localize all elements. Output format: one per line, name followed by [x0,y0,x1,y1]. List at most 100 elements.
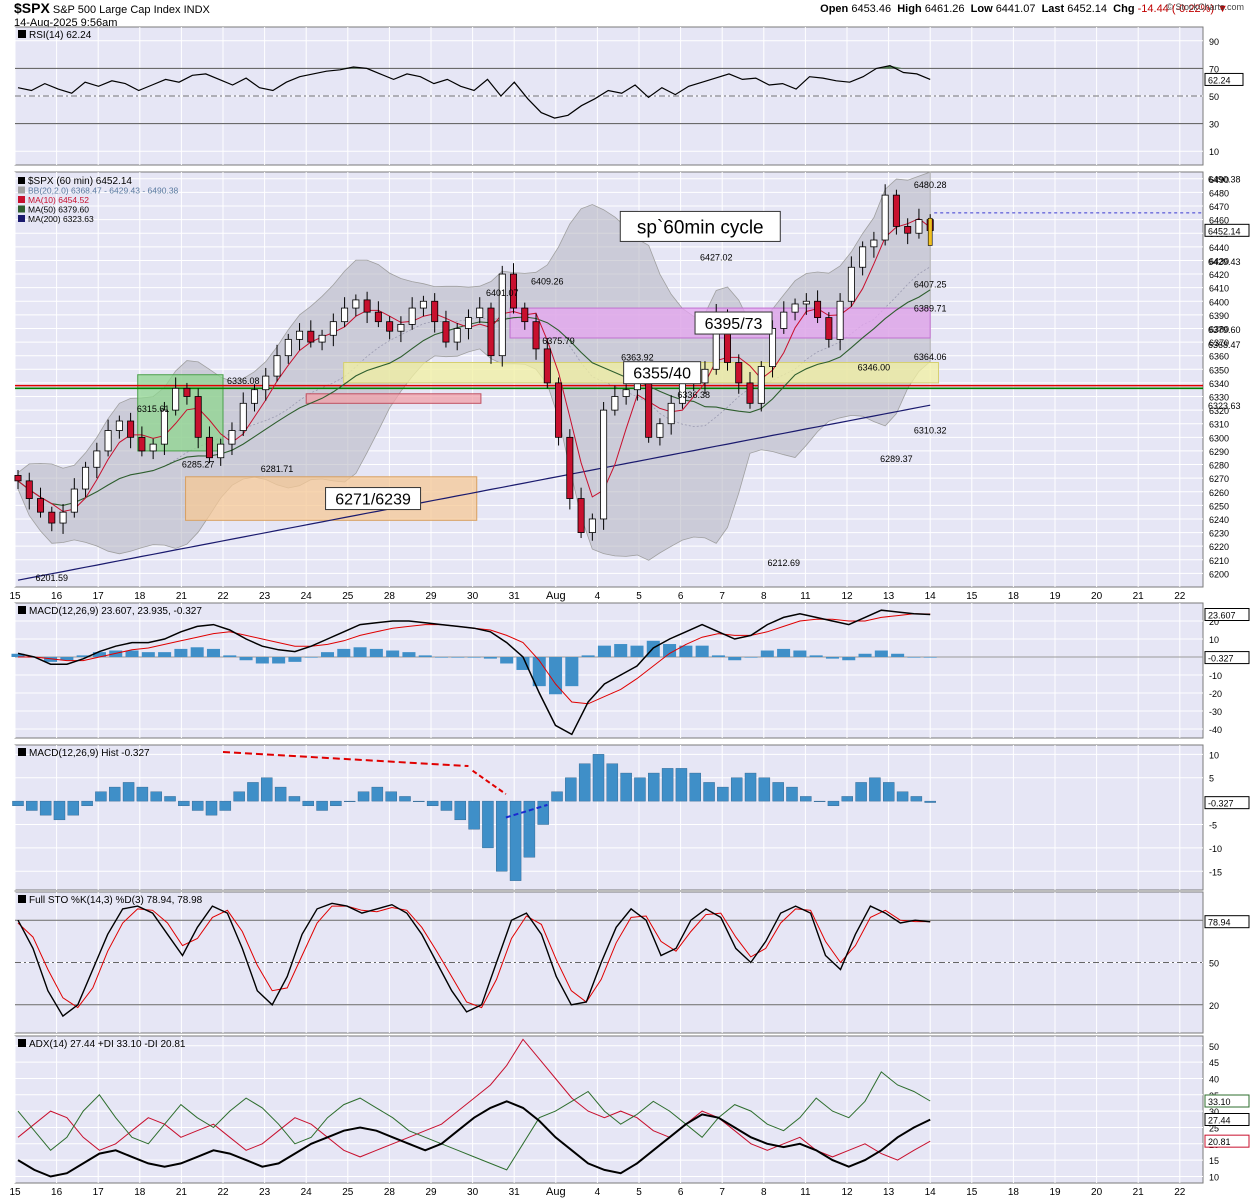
macd-hist-bar [679,645,693,657]
price-y-tick-label: 6390 [1209,311,1229,321]
zone-label: 6271/6239 [335,492,411,509]
bottom-x-tick-label: Aug [546,1186,566,1198]
price-annotation: 6364.06 [914,352,947,362]
candle-body [183,387,191,397]
macd-hist-bar [272,657,286,664]
price-y-tick-label: 6490 [1209,175,1229,185]
adx-legend-swatch [18,1039,26,1047]
symbol-name: S&P 500 Large Cap Index [52,4,181,16]
bottom-x-tick-label: 29 [425,1187,437,1198]
macd-hist-bar [760,650,774,657]
price-x-tick-label: 19 [1049,591,1061,602]
chart-header-right: Open 6453.46 High 6461.26 Low 6441.07 La… [820,3,1228,15]
hist-bar [924,800,936,803]
bottom-x-tick-label: 4 [595,1187,601,1198]
hist-bar [841,796,854,802]
hist-bar [274,786,287,802]
open-label: Open [820,3,849,15]
price-x-tick-label: 5 [636,591,642,602]
macd-y-tick-label: -30 [1209,707,1222,717]
candle-body [757,366,765,404]
zone-label-box [325,487,422,511]
macd-hist-bar [500,657,514,664]
macd-hist-bar [874,650,888,657]
price-y-tick-label: 6420 [1209,270,1229,280]
macd_hist-y-tick-label: -5 [1209,821,1217,831]
adx-right-label: 33.10 [1208,1097,1231,1107]
hist-bar [620,772,632,802]
price-right-label: 6429.43 [1208,257,1241,267]
stochastic-y-tick-label: 50 [1209,959,1219,969]
open-value: 6453.46 [851,3,892,15]
price-x-tick-label: 20 [1091,591,1103,602]
bottom-x-tick-label: 18 [1008,1187,1020,1198]
hist-bar [910,796,923,802]
price-y-tick-label: 6470 [1209,202,1229,212]
macd-hist-bar [711,655,725,657]
price-y-tick-label: 6250 [1209,501,1229,511]
price-annotation: 6409.26 [531,277,564,287]
price-right-label: 6452.14 [1208,226,1241,236]
price-x-tick-label: 18 [134,591,146,602]
macd-right-label-box [1204,651,1250,665]
bottom-x-tick-label: 19 [1049,1187,1061,1198]
hist-bar [896,791,909,802]
macd-hist-bar [320,652,335,657]
macd-hist-bar [516,657,530,670]
price-x-tick-label: 22 [1174,591,1186,602]
price-annotation: 6285.27 [182,459,215,469]
price-annotation: 6281.71 [261,464,294,474]
hist-bar [800,796,812,802]
adx-right-label: 20.81 [1208,1137,1231,1147]
candle-body [870,239,878,248]
bearish-divergence-line [222,751,469,768]
bottom-x-tick-label: 21 [1133,1187,1145,1198]
candle-body [510,273,518,309]
price-y-tick-label: 6370 [1209,338,1229,348]
macd-hist-bar [907,657,921,658]
macd-hist-bar [467,657,481,658]
bottom-x-tick-label: 22 [1174,1187,1186,1198]
candle-body [904,226,912,234]
macd_hist-y-tick-label: 10 [1209,750,1219,760]
candle-body [273,355,281,377]
candle-body [577,498,585,533]
macd_hist-y-tick-label: -10 [1209,844,1222,854]
adx-y-tick-label: 50 [1209,1042,1219,1052]
zone-label: 6355/40 [633,366,691,383]
candle-body [498,273,506,357]
candle-body [14,475,22,482]
candle-body [397,323,405,332]
cycle-callout-box [619,210,781,242]
ma10-line [17,218,931,513]
candle-body [881,194,889,241]
rsi-last-value: 62.24 [1208,75,1231,85]
macd-panel: -40 -30 -20 -10 10 20 MACD(12,26,9) 23.607, 23… [11,602,1250,739]
bottom-x-tick-label: 28 [384,1187,396,1198]
price-x-tick-label: 28 [384,591,396,602]
price-annotation: 6201.59 [36,573,69,583]
price-annotation: 6389.71 [914,303,947,313]
macd-hist-bar [744,657,758,658]
price-x-tick-label: 13 [883,591,895,602]
rsi-last-box [1204,72,1244,86]
bottom-x-tick-label: 8 [761,1187,767,1198]
price-x-tick-label: 23 [259,591,271,602]
macd-right-label: -0.327 [1208,654,1234,664]
price-y-tick-label: 6220 [1209,542,1229,552]
price-annotation: 6427.02 [700,252,733,262]
price-legend-item: MA(50) 6379.60 [28,205,89,215]
macd-hist-bar [777,648,791,657]
hist-bar [744,772,757,802]
price-x-tick-label: 14 [925,591,937,602]
price-y-tick-label: 6320 [1209,406,1229,416]
sto-legend-swatch [18,895,26,903]
candle-body [814,300,822,318]
hist-bar [330,800,342,807]
hist-bar [634,777,646,802]
hist-bar [689,772,701,802]
macd-hist-bar [597,645,611,657]
sto-right-label: 78.94 [1208,918,1231,928]
hist-bar [233,791,245,802]
macd-hist-bar [125,650,139,657]
